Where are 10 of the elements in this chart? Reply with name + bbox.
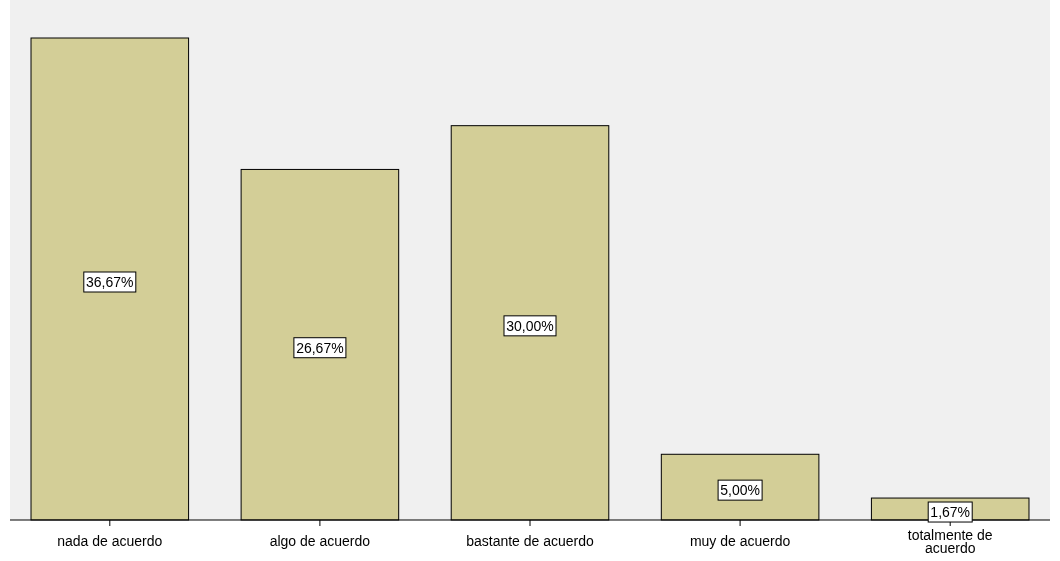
data-label: 1,67% (930, 504, 971, 521)
x-tick-label: muy de acuerdo (689, 533, 791, 549)
data-label: 5,00% (720, 482, 760, 499)
x-tick-label: totalmente de acuerdo (907, 527, 993, 556)
x-tick-label: algo de acuerdo (269, 533, 371, 549)
data-label: 26,67% (296, 339, 344, 356)
data-label: 36,67% (86, 274, 134, 290)
data-label: 30,00% (506, 317, 554, 334)
x-tick-label: bastante de acuerdo (466, 533, 595, 549)
x-tick-label: nada de acuerdo (57, 533, 163, 549)
